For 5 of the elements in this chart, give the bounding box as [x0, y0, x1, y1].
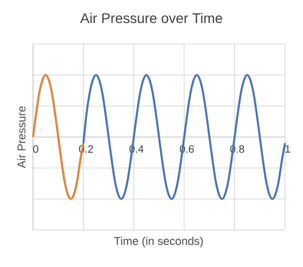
x-tick-label: 1 [286, 145, 290, 153]
x-tick-label: 0 [33, 145, 38, 153]
x-axis-title: Time (in seconds) [114, 236, 203, 248]
chart-title: Air Pressure over Time [80, 12, 222, 24]
y-axis-title: Air Pressure [17, 106, 26, 168]
